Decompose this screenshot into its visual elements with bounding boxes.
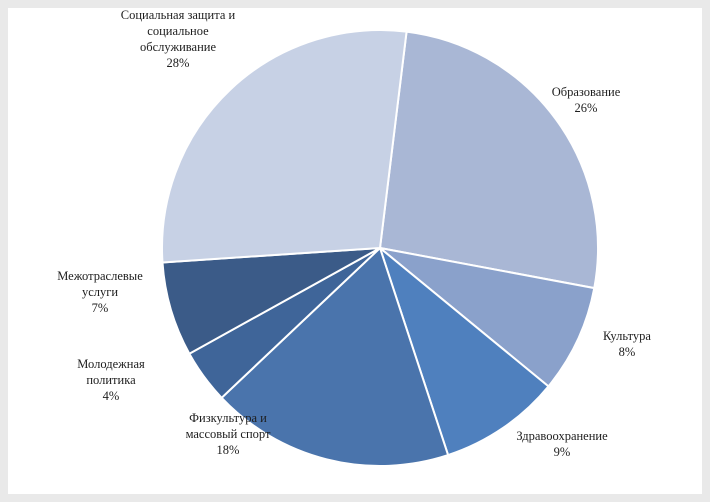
pie-chart: Образование 26% Культура 8% Здравоохранение 9…	[57, 8, 651, 467]
slice-label-line: 18%	[217, 443, 240, 457]
slice-label-line: 7%	[92, 301, 109, 315]
slice-label-line: Физкультура и	[189, 411, 267, 425]
slice-label-line: массовый спорт	[186, 427, 271, 441]
slice-label: Здравоохранение 9%	[516, 429, 608, 459]
slice-label-line: Молодежная	[77, 357, 145, 371]
slice-label-line: Межотраслевые	[57, 269, 143, 283]
slice-label-line: 26%	[575, 101, 598, 115]
chart-frame: Образование 26% Культура 8% Здравоохранение 9…	[8, 8, 702, 494]
slice-label-line: политика	[86, 373, 136, 387]
slice-label: Культура 8%	[603, 329, 651, 359]
pie-slice	[379, 247, 596, 388]
slice-label: Молодежная политика 4%	[77, 357, 145, 403]
slice-label-line: 8%	[619, 345, 636, 359]
slice-label-line: Социальная защита и	[121, 8, 236, 22]
slice-label-line: 28%	[167, 56, 190, 70]
slice-label-line: Культура	[603, 329, 651, 343]
pie-labels: Образование 26% Культура 8% Здравоохранение 9…	[57, 8, 651, 459]
slice-label-line: Образование	[552, 85, 621, 99]
slice-label: Образование 26%	[552, 85, 621, 115]
slice-label: Социальная защита и социальное обслуживани…	[121, 8, 236, 70]
slice-label-line: 4%	[103, 389, 120, 403]
slice-label-line: услуги	[82, 285, 118, 299]
slice-label: Физкультура и массовый спорт 18%	[186, 411, 271, 457]
pie-slice	[377, 245, 550, 457]
pie-slices	[161, 29, 599, 467]
slice-label-line: обслуживание	[140, 40, 216, 54]
slice-label-line: социальное	[147, 24, 209, 38]
slice-label-line: Здравоохранение	[516, 429, 608, 443]
pie-slice	[161, 29, 408, 264]
pie-slice	[220, 246, 450, 467]
slice-label-line: 9%	[554, 445, 571, 459]
slice-label: Межотраслевые услуги 7%	[57, 269, 143, 315]
pie-slice	[378, 30, 599, 290]
